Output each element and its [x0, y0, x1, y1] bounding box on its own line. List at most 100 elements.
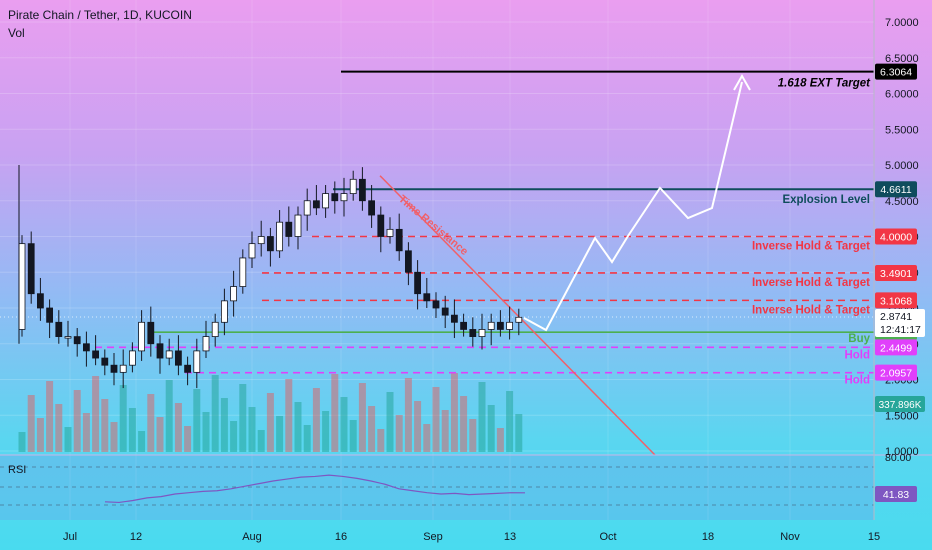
- volume-bar: [101, 399, 109, 452]
- x-tick-label: 15: [868, 531, 880, 543]
- candle-body: [230, 286, 238, 302]
- rsi-badge: [875, 486, 917, 502]
- candle-body: [303, 200, 311, 216]
- candle-body: [460, 321, 468, 330]
- volume-bar: [230, 421, 238, 452]
- candle-body: [368, 200, 376, 216]
- volume-bar: [404, 378, 412, 452]
- candle-body: [147, 321, 155, 345]
- volume-bar: [46, 381, 54, 452]
- candle-body: [285, 221, 293, 237]
- candle-body: [294, 214, 302, 237]
- candle-body: [239, 257, 247, 287]
- candle-body: [340, 193, 348, 202]
- volume-bar: [257, 430, 265, 452]
- level-label: 1.618 EXT Target: [778, 78, 871, 90]
- candle-body: [138, 321, 146, 352]
- candle-body: [266, 236, 274, 252]
- volume-bar: [211, 375, 219, 452]
- level-label: Inverse Hold & Target: [752, 277, 870, 289]
- volume-bar: [303, 425, 311, 452]
- volume-bar: [220, 398, 228, 452]
- price-badge-text: 2.4499: [880, 342, 912, 354]
- candle-body: [496, 321, 504, 330]
- price-badge: [875, 364, 917, 381]
- volume-bar: [460, 396, 468, 452]
- y-tick-label: 6.5000: [885, 53, 919, 65]
- x-tick-label: 12: [130, 531, 142, 543]
- volume-bar: [27, 395, 35, 452]
- candle-body: [55, 321, 63, 337]
- volume-badge: [875, 396, 925, 412]
- candle-body: [110, 364, 118, 373]
- price-badge: [875, 292, 917, 309]
- volume-bar: [331, 374, 339, 452]
- x-tick-label: 16: [335, 531, 347, 543]
- volume-bar: [469, 419, 477, 452]
- candle-body: [83, 343, 90, 352]
- y-tick-label: 5.0000: [885, 160, 919, 172]
- price-badge-text: 3.4901: [880, 268, 912, 280]
- candle-body: [165, 350, 173, 359]
- volume-bar: [423, 424, 431, 452]
- candle-body: [202, 336, 210, 352]
- projection-path: [523, 73, 751, 332]
- x-tick-label: Nov: [780, 531, 800, 543]
- y-tick-label: 1.5000: [885, 410, 919, 422]
- volume-bar: [92, 376, 100, 452]
- rsi-tick-label: 80.00: [885, 452, 911, 464]
- candle-body: [432, 300, 440, 309]
- candle-body: [386, 228, 394, 237]
- symbol-title: Pirate Chain / Tether, 1D, KUCOIN: [8, 8, 192, 22]
- x-tick-label: Sep: [423, 531, 443, 543]
- chart-header: Pirate Chain / Tether, 1D, KUCOIN Vol: [8, 8, 192, 40]
- y-tick-label: 7.0000: [885, 17, 919, 29]
- volume-bar: [478, 382, 486, 452]
- volume-bar: [285, 379, 293, 452]
- price-badge-text: 4.0000: [880, 232, 912, 244]
- volume-bar: [358, 383, 366, 452]
- volume-bar: [294, 402, 302, 452]
- candle-body: [184, 364, 192, 373]
- volume-bar: [119, 385, 127, 452]
- projection-arrowhead: [733, 73, 751, 91]
- volume-bar: [82, 413, 90, 452]
- candle-body: [358, 178, 366, 202]
- volume-bar: [414, 401, 422, 452]
- rsi-line: [104, 474, 526, 504]
- level-label: Hold: [844, 349, 870, 361]
- candle-body: [469, 329, 477, 338]
- volume-bars: [18, 373, 523, 452]
- candle-body: [193, 350, 201, 373]
- volume-bar: [165, 380, 173, 452]
- volume-bar: [515, 414, 523, 452]
- volume-bar: [55, 404, 63, 452]
- x-tick-label: Oct: [599, 531, 616, 543]
- volume-bar: [266, 393, 274, 452]
- rsi-pane: RSI 80.00 41.83: [0, 452, 932, 520]
- candle-body: [377, 214, 385, 237]
- candle-body: [414, 271, 422, 295]
- level-label: Inverse Hold & Target: [752, 241, 870, 253]
- x-tick-label: 18: [702, 531, 714, 543]
- candle-body: [441, 307, 449, 316]
- y-tick-label: 1.0000: [885, 446, 919, 458]
- candle-body: [312, 200, 320, 209]
- candle-body: [73, 336, 81, 345]
- candle-body: [506, 321, 514, 330]
- volume-bar: [110, 422, 118, 452]
- price-badge: [875, 228, 917, 245]
- volume-bar: [386, 392, 394, 452]
- volume-bar: [322, 411, 330, 452]
- candle-body: [450, 314, 458, 323]
- candle-body: [423, 293, 431, 302]
- volume-bar: [487, 405, 495, 452]
- candle-body: [331, 193, 339, 202]
- candle-body: [276, 221, 284, 252]
- price-badge: [875, 63, 917, 80]
- volume-bar: [349, 420, 357, 452]
- level-label: Hold: [844, 375, 870, 387]
- candle-body: [395, 228, 403, 252]
